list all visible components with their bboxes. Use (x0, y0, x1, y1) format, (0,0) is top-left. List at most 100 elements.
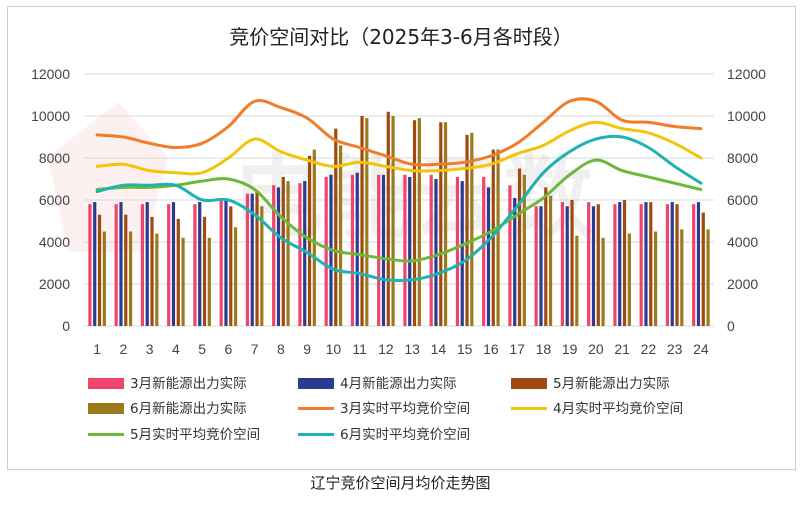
bar (575, 235, 579, 326)
bar (513, 197, 517, 326)
line-series (95, 120, 703, 176)
legend-swatch (298, 378, 334, 389)
x-tick-label: 18 (536, 341, 552, 357)
bar (245, 193, 250, 326)
bar (355, 172, 359, 326)
bar (88, 204, 92, 326)
x-tick-label: 21 (614, 341, 630, 357)
bar (403, 174, 407, 326)
bar (675, 204, 679, 326)
y2-tick-label: 8000 (727, 150, 758, 166)
bar (202, 216, 207, 326)
x-tick-label: 11 (352, 341, 367, 357)
x-tick-label: 6 (224, 341, 232, 357)
bar (102, 231, 106, 326)
bar (381, 174, 386, 326)
y2-tick-label: 12000 (727, 66, 766, 82)
bar (465, 134, 469, 326)
bar (181, 237, 185, 326)
x-tick-label: 16 (483, 341, 499, 357)
y2-tick-label: 6000 (727, 192, 758, 208)
bar (639, 204, 643, 326)
bar (570, 200, 574, 326)
x-tick-label: 24 (693, 341, 709, 357)
legend-swatch (511, 378, 547, 389)
bar (303, 181, 307, 326)
x-tick-label: 13 (404, 341, 420, 357)
bar (97, 214, 102, 326)
x-tick-label: 5 (198, 341, 206, 357)
bar (539, 206, 543, 326)
bar (486, 187, 491, 326)
x-tick-label: 9 (303, 341, 311, 357)
bar (119, 202, 123, 326)
bar (171, 202, 176, 326)
bar (155, 233, 159, 326)
y-tick-label: 4000 (39, 234, 70, 250)
line-series (95, 158, 703, 263)
legend: 3月新能源出力实际 4月新能源出力实际 5月新能源出力实际 6月新能源出力实际 3月实时… (88, 376, 683, 443)
bar (565, 206, 569, 326)
bar (350, 174, 355, 326)
legend-swatch (88, 403, 124, 414)
y-tick-label: 6000 (39, 192, 70, 208)
x-tick-label: 4 (172, 341, 180, 357)
chart-svg: 电能云数 02000400060008000100001200002000400… (31, 25, 766, 443)
bar (255, 191, 259, 326)
bar (701, 212, 705, 326)
bar (408, 176, 412, 326)
bar (670, 202, 674, 326)
x-tick-label: 22 (641, 341, 657, 357)
x-tick-label: 10 (326, 341, 342, 357)
bar (491, 149, 495, 326)
y-tick-label: 2000 (39, 276, 70, 292)
bar (365, 118, 369, 326)
y2-tick-label: 10000 (727, 108, 766, 124)
legend-label: 4月新能源出力实际 (340, 376, 457, 392)
bar (124, 214, 128, 326)
bar (276, 187, 281, 326)
y-tick-label: 10000 (31, 108, 70, 124)
bar (224, 200, 228, 326)
y2-tick-label: 2000 (727, 276, 758, 292)
legend-label: 5月新能源出力实际 (553, 376, 670, 392)
bar (128, 231, 133, 326)
chart-frame: 电能云数 02000400060008000100001200002000400… (7, 6, 796, 470)
chart-title: 竞价空间对比（2025年3-6月各时段） (229, 25, 573, 49)
bar (649, 202, 653, 326)
bar (281, 176, 285, 326)
bar (386, 111, 390, 326)
y-tick-label: 8000 (39, 150, 70, 166)
x-tick-label: 12 (378, 341, 394, 357)
bar (93, 202, 97, 326)
bar (324, 176, 328, 326)
bar (434, 179, 438, 326)
y2-tick-label: 0 (727, 318, 735, 334)
legend-label: 3月新能源出力实际 (130, 376, 247, 392)
bar (167, 204, 171, 326)
bar (219, 200, 223, 326)
bar (696, 202, 701, 326)
legend-label: 3月实时平均竞价空间 (340, 400, 470, 417)
bar (544, 187, 548, 326)
bar (591, 206, 596, 326)
bar (560, 202, 565, 326)
bar (229, 206, 233, 326)
bar (653, 231, 658, 326)
bar (260, 206, 264, 326)
x-tick-label: 14 (431, 341, 447, 357)
bar (496, 149, 500, 326)
bar (193, 204, 197, 326)
bar (150, 216, 154, 326)
bar (417, 118, 421, 326)
x-tick-label: 19 (562, 341, 578, 357)
legend-swatch (88, 378, 124, 389)
bar (534, 206, 538, 326)
bar (145, 202, 149, 326)
bar (286, 181, 290, 326)
x-tick-label: 17 (509, 341, 525, 357)
x-tick-label: 7 (251, 341, 259, 357)
bar (176, 218, 180, 326)
bar (587, 202, 591, 326)
x-tick-label: 3 (146, 341, 154, 357)
